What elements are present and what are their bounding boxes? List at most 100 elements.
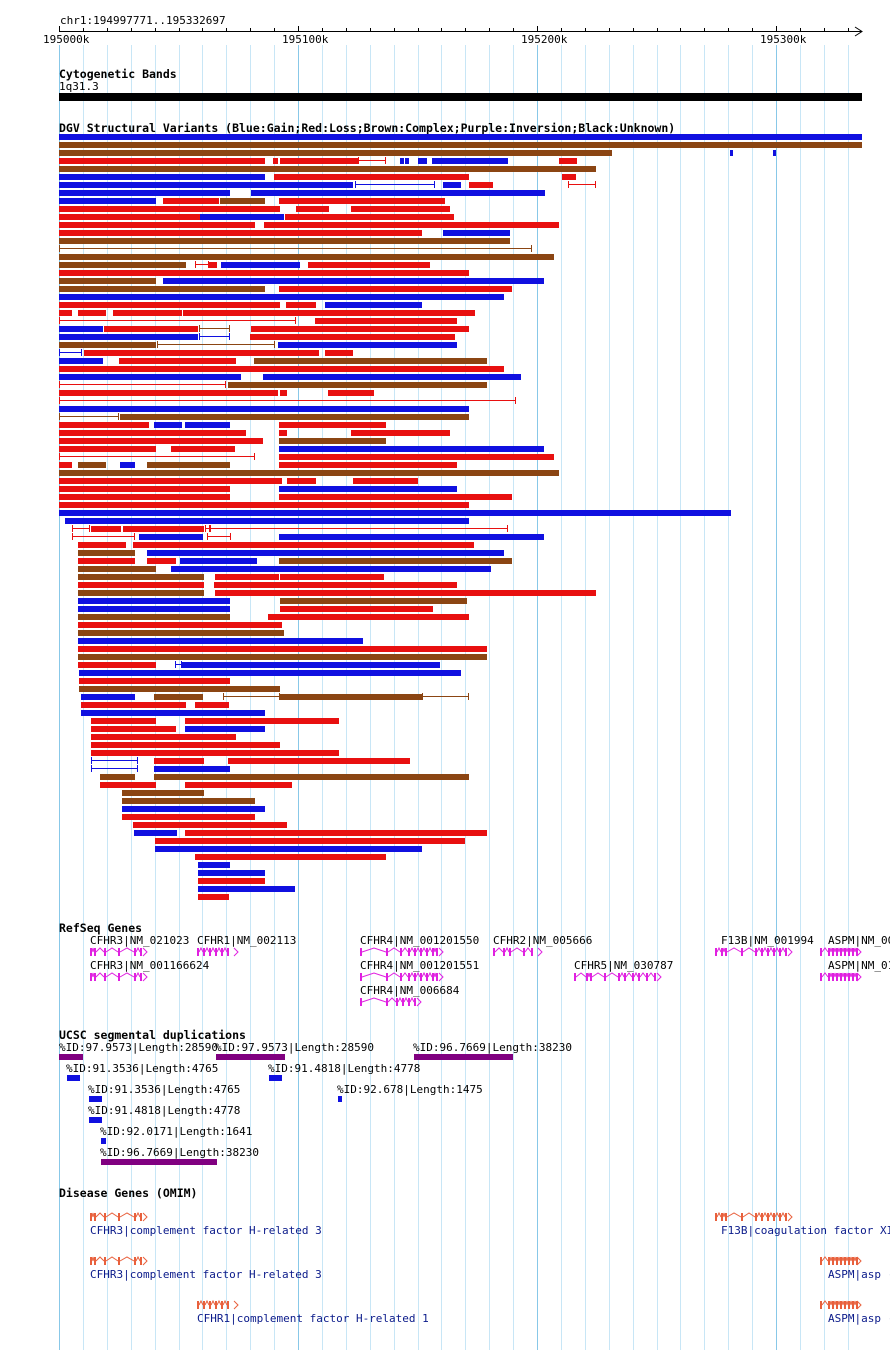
dgv-variant-bar[interactable]	[59, 494, 230, 500]
dgv-variant-bar[interactable]	[278, 342, 457, 348]
dgv-variant-bar[interactable]	[91, 742, 280, 748]
dgv-variant-bar[interactable]	[59, 174, 265, 180]
segdup-bar[interactable]	[269, 1075, 282, 1081]
dgv-variant-bar[interactable]	[154, 758, 204, 764]
dgv-variant-bar[interactable]	[91, 750, 339, 756]
dgv-variant-bar[interactable]	[59, 214, 200, 220]
dgv-variant-bar[interactable]	[279, 446, 544, 452]
dgv-variant-bar[interactable]	[280, 694, 422, 700]
dgv-variant-bar[interactable]	[133, 542, 474, 548]
dgv-variant-bar[interactable]	[139, 534, 203, 540]
dgv-variant-bar[interactable]	[223, 696, 280, 697]
dgv-variant-bar[interactable]	[123, 526, 204, 532]
dgv-variant-bar[interactable]	[100, 774, 135, 780]
dgv-variant-bar[interactable]	[180, 558, 257, 564]
dgv-variant-bar[interactable]	[59, 430, 246, 436]
dgv-variant-bar[interactable]	[59, 326, 103, 332]
dgv-variant-bar[interactable]	[59, 422, 149, 428]
dgv-variant-bar[interactable]	[171, 566, 491, 572]
dgv-variant-bar[interactable]	[59, 278, 156, 284]
dgv-variant-bar[interactable]	[78, 630, 284, 636]
dgv-variant-bar[interactable]	[59, 230, 230, 236]
dgv-variant-bar[interactable]	[199, 336, 230, 337]
dgv-variant-bar[interactable]	[59, 384, 226, 385]
dgv-variant-bar[interactable]	[122, 814, 255, 820]
dgv-variant-bar[interactable]	[220, 198, 265, 204]
dgv-variant-bar[interactable]	[251, 326, 469, 332]
dgv-variant-bar[interactable]	[134, 830, 177, 836]
dgv-variant-bar[interactable]	[59, 254, 554, 260]
dgv-variant-bar[interactable]	[155, 846, 422, 852]
dgv-variant-bar[interactable]	[59, 198, 156, 204]
dgv-variant-bar[interactable]	[59, 374, 241, 380]
dgv-variant-bar[interactable]	[221, 262, 300, 268]
segdup-bar[interactable]	[216, 1054, 285, 1060]
dgv-variant-bar[interactable]	[183, 310, 475, 316]
dgv-variant-bar[interactable]	[279, 430, 287, 436]
refseq-gene-model[interactable]	[493, 946, 545, 958]
dgv-variant-bar[interactable]	[195, 264, 209, 265]
dgv-variant-bar[interactable]	[59, 262, 186, 268]
refseq-gene-model[interactable]	[574, 971, 664, 983]
dgv-variant-bar[interactable]	[280, 606, 433, 612]
dgv-variant-bar[interactable]	[81, 694, 135, 700]
dgv-variant-bar[interactable]	[154, 422, 182, 428]
dgv-variant-bar[interactable]	[78, 542, 126, 548]
dgv-variant-bar[interactable]	[79, 678, 230, 684]
dgv-variant-bar[interactable]	[59, 486, 230, 492]
dgv-variant-bar[interactable]	[279, 454, 554, 460]
dgv-variant-bar[interactable]	[185, 718, 339, 724]
dgv-variant-bar[interactable]	[59, 406, 469, 412]
dgv-variant-bar[interactable]	[325, 302, 422, 308]
dgv-variant-bar[interactable]	[279, 422, 386, 428]
dgv-variant-bar[interactable]	[100, 782, 156, 788]
dgv-variant-bar[interactable]	[163, 278, 544, 284]
dgv-variant-bar[interactable]	[59, 470, 559, 476]
dgv-variant-bar[interactable]	[274, 174, 469, 180]
dgv-variant-bar[interactable]	[214, 582, 457, 588]
dgv-variant-bar[interactable]	[59, 502, 469, 508]
refseq-gene-model[interactable]	[360, 996, 424, 1008]
dgv-variant-bar[interactable]	[78, 310, 106, 316]
dgv-variant-bar[interactable]	[78, 566, 156, 572]
dgv-variant-bar[interactable]	[279, 534, 544, 540]
dgv-variant-bar[interactable]	[296, 206, 329, 212]
refseq-gene-model[interactable]	[360, 946, 446, 958]
dgv-variant-bar[interactable]	[78, 598, 230, 604]
segdup-bar[interactable]	[67, 1075, 80, 1081]
dgv-variant-bar[interactable]	[185, 830, 487, 836]
dgv-variant-bar[interactable]	[147, 462, 230, 468]
dgv-variant-bar[interactable]	[59, 478, 282, 484]
dgv-variant-bar[interactable]	[59, 342, 156, 348]
dgv-variant-bar[interactable]	[315, 318, 457, 324]
segdup-bar[interactable]	[89, 1117, 102, 1123]
dgv-variant-bar[interactable]	[154, 766, 230, 772]
dgv-variant-bar[interactable]	[185, 422, 230, 428]
dgv-variant-bar[interactable]	[91, 768, 138, 769]
dgv-variant-bar[interactable]	[163, 198, 219, 204]
dgv-variant-bar[interactable]	[78, 654, 487, 660]
omim-track-title[interactable]: Disease Genes (OMIM)	[59, 1186, 198, 1200]
omim-gene-model[interactable]	[820, 1255, 864, 1267]
dgv-variant-bar[interactable]	[195, 854, 386, 860]
dgv-variant-bar[interactable]	[280, 158, 358, 164]
dgv-variant-bar[interactable]	[59, 134, 862, 140]
dgv-variant-bar[interactable]	[59, 190, 230, 196]
segdup-bar[interactable]	[101, 1138, 106, 1144]
dgv-variant-bar[interactable]	[443, 182, 461, 188]
dgv-variant-bar[interactable]	[353, 478, 418, 484]
dgv-variant-bar[interactable]	[559, 158, 577, 164]
dgv-variant-bar[interactable]	[154, 694, 203, 700]
dgv-variant-bar[interactable]	[228, 758, 410, 764]
dgv-variant-bar[interactable]	[195, 702, 229, 708]
dgv-variant-bar[interactable]	[81, 702, 186, 708]
dgv-variant-bar[interactable]	[91, 718, 156, 724]
refseq-track-title[interactable]: RefSeq Genes	[59, 921, 143, 935]
dgv-variant-bar[interactable]	[328, 390, 374, 396]
segdup-bar[interactable]	[414, 1054, 513, 1060]
dgv-variant-bar[interactable]	[207, 536, 231, 537]
dgv-variant-bar[interactable]	[215, 590, 596, 596]
dgv-variant-bar[interactable]	[285, 214, 454, 220]
dgv-variant-bar[interactable]	[72, 528, 90, 529]
dgv-variant-bar[interactable]	[422, 696, 469, 697]
